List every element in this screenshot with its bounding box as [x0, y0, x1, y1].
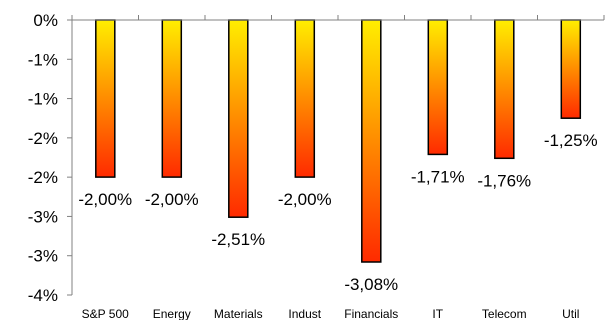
bar-6 [494, 19, 515, 160]
y-tick-label-1: -1% [28, 50, 58, 69]
data-label-0: -2,00% [78, 190, 132, 209]
x-tick-label-1: Energy [153, 307, 191, 320]
bar-0 [95, 19, 116, 178]
y-tick-label-0: 0% [33, 11, 58, 30]
x-tick-label-0: S&P 500 [82, 307, 129, 320]
data-label-6: -1,76% [477, 171, 531, 190]
x-tick-label-5: IT [432, 307, 443, 320]
bar-7 [560, 19, 582, 119]
x-tick-label-3: Indust [288, 307, 321, 320]
bar-4 [361, 19, 382, 263]
bar-5 [427, 19, 449, 156]
axis-layer [67, 15, 605, 296]
data-label-7: -1,25% [544, 131, 598, 150]
data-label-3: -2,00% [278, 190, 332, 209]
bars-layer [95, 19, 582, 263]
x-tick-label-6: Telecom [482, 307, 527, 320]
labels-layer: 0% -1% -1% -2% -2% -3% -3% -4% S&P 500 Energy Mate… [28, 11, 598, 320]
bar-2 [228, 19, 249, 218]
bar-3 [294, 19, 316, 178]
y-tick-label-4: -2% [28, 168, 58, 187]
y-tick-label-7: -4% [28, 286, 58, 305]
data-label-4: -3,08% [344, 275, 398, 294]
x-tick-label-7: Util [562, 307, 579, 320]
bar-1 [161, 19, 183, 178]
data-label-5: -1,71% [411, 167, 465, 186]
y-tick-label-5: -3% [28, 207, 58, 226]
data-label-1: -2,00% [145, 190, 199, 209]
data-label-2: -2,51% [211, 230, 265, 249]
y-tick-label-6: -3% [28, 247, 58, 266]
x-tick-label-4: Financials [344, 307, 398, 320]
y-tick-label-3: -2% [28, 129, 58, 148]
x-tick-label-2: Materials [214, 307, 263, 320]
y-tick-label-2: -1% [28, 90, 58, 109]
